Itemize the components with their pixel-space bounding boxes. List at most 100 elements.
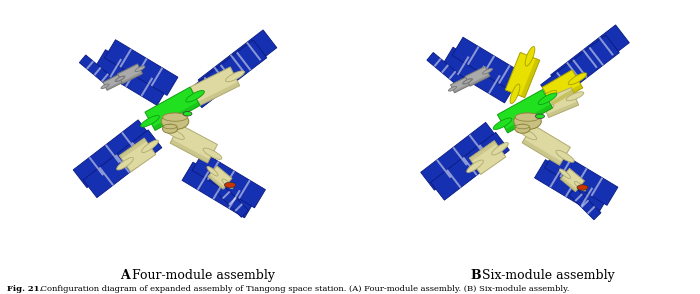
Ellipse shape — [141, 116, 160, 127]
Polygon shape — [106, 81, 122, 90]
Polygon shape — [427, 52, 463, 85]
Polygon shape — [488, 75, 500, 94]
Polygon shape — [83, 130, 162, 198]
Polygon shape — [170, 139, 209, 163]
Polygon shape — [103, 75, 122, 90]
Polygon shape — [591, 177, 603, 196]
Polygon shape — [145, 87, 200, 131]
Polygon shape — [170, 125, 218, 163]
Text: Six-module assembly: Six-module assembly — [477, 269, 615, 282]
Ellipse shape — [135, 66, 145, 72]
Ellipse shape — [556, 150, 574, 162]
Polygon shape — [86, 61, 94, 69]
Polygon shape — [566, 62, 582, 81]
Polygon shape — [482, 56, 495, 75]
Polygon shape — [122, 72, 143, 84]
Polygon shape — [441, 64, 449, 73]
Polygon shape — [547, 101, 579, 118]
Text: B: B — [470, 269, 481, 282]
Ellipse shape — [449, 86, 456, 91]
Polygon shape — [598, 37, 614, 56]
Polygon shape — [238, 180, 251, 199]
Polygon shape — [131, 142, 146, 161]
Polygon shape — [556, 72, 571, 91]
Ellipse shape — [166, 128, 184, 139]
Ellipse shape — [491, 143, 508, 155]
Polygon shape — [208, 174, 225, 189]
Polygon shape — [587, 206, 596, 214]
Ellipse shape — [559, 169, 570, 178]
Ellipse shape — [575, 181, 585, 191]
Polygon shape — [551, 25, 629, 93]
Polygon shape — [182, 162, 256, 218]
Ellipse shape — [161, 113, 189, 130]
Ellipse shape — [186, 91, 204, 102]
Polygon shape — [542, 70, 583, 105]
Polygon shape — [190, 67, 239, 106]
Ellipse shape — [577, 185, 588, 190]
Ellipse shape — [525, 46, 535, 66]
Polygon shape — [498, 65, 511, 84]
Polygon shape — [551, 84, 583, 105]
Ellipse shape — [116, 76, 124, 81]
Polygon shape — [454, 84, 470, 93]
Text: Four-module assembly: Four-module assembly — [127, 269, 274, 282]
Polygon shape — [565, 178, 578, 197]
Polygon shape — [479, 144, 494, 163]
Polygon shape — [522, 125, 570, 165]
Polygon shape — [125, 68, 138, 87]
Polygon shape — [575, 193, 583, 202]
Polygon shape — [451, 77, 470, 93]
Polygon shape — [505, 104, 552, 133]
Polygon shape — [467, 46, 480, 65]
Polygon shape — [141, 77, 153, 96]
Polygon shape — [442, 47, 515, 103]
Polygon shape — [433, 58, 442, 67]
Polygon shape — [222, 191, 230, 199]
Polygon shape — [220, 64, 235, 83]
Ellipse shape — [141, 140, 158, 153]
Ellipse shape — [117, 158, 134, 170]
Polygon shape — [99, 167, 114, 186]
Polygon shape — [228, 197, 237, 206]
Ellipse shape — [101, 84, 109, 88]
Polygon shape — [540, 35, 620, 103]
Polygon shape — [541, 88, 579, 118]
Polygon shape — [545, 150, 618, 205]
Ellipse shape — [463, 78, 473, 84]
Polygon shape — [575, 168, 587, 187]
Ellipse shape — [494, 118, 512, 130]
Polygon shape — [561, 177, 578, 192]
Polygon shape — [192, 152, 265, 208]
Polygon shape — [469, 141, 496, 161]
Ellipse shape — [515, 113, 540, 121]
Ellipse shape — [225, 71, 244, 82]
Polygon shape — [573, 59, 587, 78]
Polygon shape — [150, 67, 163, 86]
Ellipse shape — [162, 113, 188, 121]
Ellipse shape — [222, 179, 233, 188]
Ellipse shape — [538, 93, 557, 105]
Polygon shape — [119, 49, 132, 68]
Ellipse shape — [207, 166, 218, 176]
Ellipse shape — [510, 84, 520, 103]
Polygon shape — [119, 138, 146, 159]
Polygon shape — [465, 66, 490, 86]
Polygon shape — [94, 50, 168, 105]
Polygon shape — [452, 147, 468, 166]
Polygon shape — [104, 40, 178, 95]
Polygon shape — [135, 58, 148, 77]
Ellipse shape — [163, 124, 176, 129]
Polygon shape — [118, 64, 143, 84]
Ellipse shape — [115, 76, 125, 82]
Polygon shape — [505, 52, 540, 98]
Ellipse shape — [183, 111, 192, 116]
Polygon shape — [473, 66, 485, 85]
Ellipse shape — [203, 148, 222, 159]
Polygon shape — [94, 67, 102, 76]
Polygon shape — [230, 54, 245, 73]
Ellipse shape — [186, 91, 204, 102]
Polygon shape — [522, 139, 561, 165]
Polygon shape — [469, 141, 505, 174]
Polygon shape — [89, 157, 104, 176]
